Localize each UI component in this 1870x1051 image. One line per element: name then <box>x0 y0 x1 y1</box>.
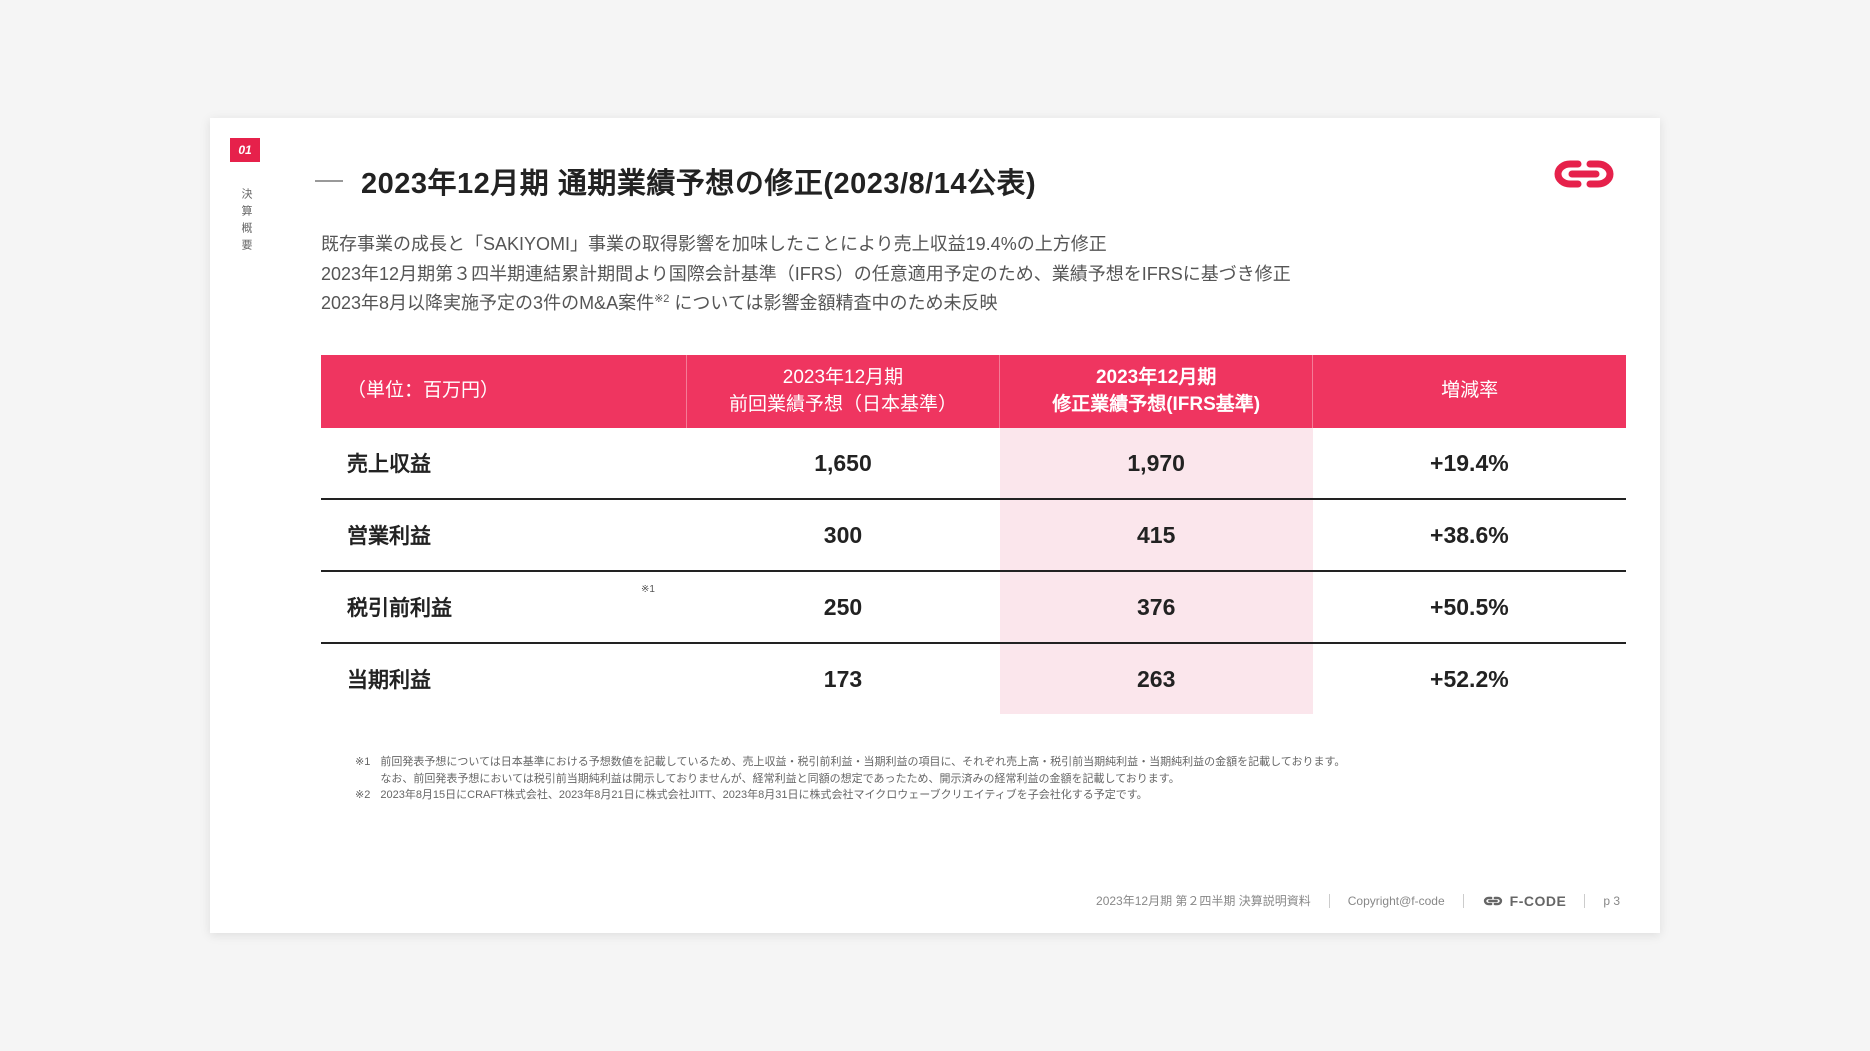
table-header-row: （単位：百万円） 2023年12月期 前回業績予想（日本基準） 2023年12月… <box>321 355 1626 428</box>
row-change: +50.5% <box>1313 571 1626 643</box>
row-label: 税引前利益※1 <box>321 571 686 643</box>
slide-title: 2023年12月期 通期業績予想の修正(2023/8/14公表) <box>361 160 1036 202</box>
footer: 2023年12月期 第２四半期 決算説明資料 Copyright@f-code … <box>1096 892 1620 909</box>
description-line: 既存事業の成長と「SAKIYOMI」事業の取得影響を加味したことにより売上収益1… <box>321 230 1620 260</box>
row-change: +19.4% <box>1313 428 1626 499</box>
footer-brand: F-CODE <box>1510 893 1567 909</box>
footer-separator <box>1463 894 1464 908</box>
content-area: 2023年12月期 通期業績予想の修正(2023/8/14公表) 既存事業の成長… <box>315 160 1620 804</box>
footer-separator <box>1584 894 1585 908</box>
footer-logo: F-CODE <box>1482 893 1567 909</box>
row-label: 当期利益 <box>321 643 686 714</box>
table-row: 営業利益300415+38.6% <box>321 499 1626 571</box>
table-header-unit: （単位：百万円） <box>321 355 686 428</box>
footnotes: ※1 前回発表予想については日本基準における予想数値を記載しているため、売上収益… <box>355 754 1620 804</box>
footer-page: p 3 <box>1603 894 1620 908</box>
row-prev: 173 <box>686 643 999 714</box>
forecast-table: （単位：百万円） 2023年12月期 前回業績予想（日本基準） 2023年12月… <box>321 355 1626 714</box>
slide: 01 決算概要 2023年12月期 通期業績予想の修正(2023/8/14公表)… <box>210 118 1660 933</box>
section-number-badge: 01 <box>230 138 260 162</box>
row-label: 営業利益 <box>321 499 686 571</box>
table-row: 税引前利益※1250376+50.5% <box>321 571 1626 643</box>
row-revised: 415 <box>1000 499 1313 571</box>
section-vertical-label: 決算概要 <box>238 188 254 256</box>
row-revised: 376 <box>1000 571 1313 643</box>
footer-separator <box>1329 894 1330 908</box>
table-header-prev: 2023年12月期 前回業績予想（日本基準） <box>686 355 999 428</box>
table-header-change: 増減率 <box>1313 355 1626 428</box>
row-prev: 300 <box>686 499 999 571</box>
title-dash <box>315 180 343 182</box>
row-change: +52.2% <box>1313 643 1626 714</box>
description-line: 2023年12月期第３四半期連結累計期間より国際会計基準（IFRS）の任意適用予… <box>321 260 1620 290</box>
row-revised: 1,970 <box>1000 428 1313 499</box>
row-prev: 250 <box>686 571 999 643</box>
row-change: +38.6% <box>1313 499 1626 571</box>
description-block: 既存事業の成長と「SAKIYOMI」事業の取得影響を加味したことにより売上収益1… <box>321 230 1620 319</box>
link-icon <box>1482 894 1504 908</box>
row-prev: 1,650 <box>686 428 999 499</box>
row-label: 売上収益 <box>321 428 686 499</box>
table-row: 売上収益1,6501,970+19.4% <box>321 428 1626 499</box>
title-row: 2023年12月期 通期業績予想の修正(2023/8/14公表) <box>315 160 1620 202</box>
table-row: 当期利益173263+52.2% <box>321 643 1626 714</box>
table-header-revised: 2023年12月期 修正業績予想(IFRS基準) <box>1000 355 1313 428</box>
footnote: ※1 前回発表予想については日本基準における予想数値を記載しているため、売上収益… <box>355 754 1620 787</box>
row-note-sup: ※1 <box>641 584 655 595</box>
section-number: 01 <box>238 143 251 157</box>
row-revised: 263 <box>1000 643 1313 714</box>
description-line: 2023年8月以降実施予定の3件のM&A案件※2 については影響金額精査中のため… <box>321 289 1620 319</box>
footnote: ※2 2023年8月15日にCRAFT株式会社、2023年8月21日に株式会社J… <box>355 787 1620 804</box>
footer-copyright: Copyright@f-code <box>1348 894 1445 908</box>
footer-doc-title: 2023年12月期 第２四半期 決算説明資料 <box>1096 892 1311 909</box>
